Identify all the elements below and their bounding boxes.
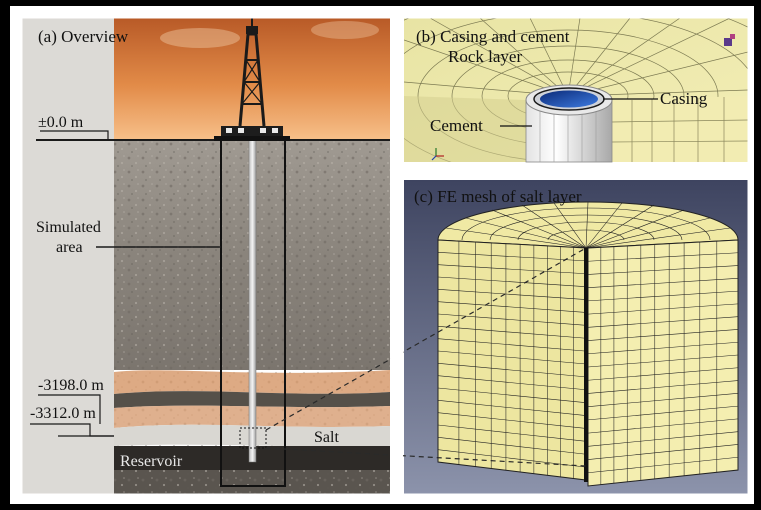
depth-top-leader <box>40 130 109 140</box>
mesh-line <box>437 350 587 365</box>
mesh-line <box>587 278 739 288</box>
mesh-line <box>587 380 739 394</box>
casing-bore <box>540 90 598 108</box>
mesh-line <box>587 367 739 381</box>
depth-salt-bottom-label: -3312.0 m <box>30 405 96 422</box>
mesh-line <box>587 418 739 434</box>
mesh-line <box>437 338 587 352</box>
mesh-top-surface <box>437 201 739 249</box>
mesh-line <box>587 290 739 302</box>
mesh-top-radials <box>445 201 731 249</box>
sky <box>114 18 390 140</box>
salt-detail-box <box>239 427 267 449</box>
cloud <box>311 21 379 39</box>
reservoir-label: Reservoir <box>120 453 183 470</box>
mesh-line <box>587 354 739 368</box>
depth-salt-top-leader <box>38 394 101 424</box>
bottom-rock-texture <box>114 470 390 494</box>
axis-triad-icon <box>431 148 444 161</box>
panel-b-casing-and-cement: (b) Casing and cement Rock layer Casing … <box>404 18 749 163</box>
mesh-grid-lines <box>437 241 739 485</box>
rock-cut-face-right <box>612 96 748 162</box>
mesh-line <box>587 431 739 447</box>
rock-cut-grid <box>611 97 749 162</box>
mesh-line <box>437 313 587 326</box>
mesh-line <box>587 316 739 328</box>
cement-mesh-lines <box>539 104 597 162</box>
rock-cut-face-left <box>404 96 526 162</box>
mesh-line <box>587 265 739 275</box>
casing-label: Casing <box>660 89 708 108</box>
mesh-line <box>437 449 587 468</box>
depth-salt-top-label: -3198.0 m <box>38 377 104 394</box>
well-pipe <box>248 139 257 463</box>
panel-a-title: (a) Overview <box>38 27 129 46</box>
mesh-line <box>437 301 587 313</box>
mesh-line <box>437 412 587 429</box>
mesh-line <box>587 456 739 474</box>
mesh-line <box>437 326 587 339</box>
rock-layer-label: Rock layer <box>448 47 522 66</box>
salt-label: Salt <box>314 429 339 446</box>
mesh-line <box>437 252 587 262</box>
panel-c-title: (c) FE mesh of salt layer <box>414 187 582 206</box>
mesh-line <box>437 276 587 287</box>
simulated-area-label-line2: area <box>56 239 83 256</box>
mesh-top-rings <box>461 207 711 241</box>
cloud <box>160 28 240 48</box>
bottom-strip <box>10 494 754 504</box>
mesh-line <box>437 375 587 391</box>
mesh-line <box>587 444 739 460</box>
view-cube-icon <box>724 34 735 46</box>
panel-b-title: (b) Casing and cement <box>416 27 570 46</box>
mesh-line <box>587 252 739 262</box>
depth-top-label: ±0.0 m <box>38 114 84 131</box>
mesh-left-face <box>437 239 587 481</box>
mesh-line <box>587 405 739 421</box>
panel-c-fe-mesh: (c) FE mesh of salt layer <box>404 180 748 494</box>
panel-a-overview: (a) Overview ±0.0 m Simulated area -3198… <box>22 18 390 494</box>
mesh-line <box>437 289 587 300</box>
mesh-line <box>437 400 587 416</box>
mesh-line <box>587 329 739 341</box>
mesh-line <box>437 437 587 455</box>
mesh-line <box>437 363 587 378</box>
panel-a-margin <box>22 18 114 494</box>
simulated-area-box <box>220 139 286 487</box>
cement-label: Cement <box>430 116 483 135</box>
mesh-line <box>437 424 587 442</box>
mesh-right-face <box>587 239 739 487</box>
simulated-area-label-line1: Simulated <box>36 219 101 236</box>
mesh-line <box>587 303 739 315</box>
mesh-line <box>437 264 587 275</box>
drilling-rig <box>214 18 290 141</box>
mesh-line <box>437 387 587 403</box>
mesh-line <box>587 393 739 407</box>
mesh-line <box>587 341 739 355</box>
connector-top <box>265 247 587 431</box>
